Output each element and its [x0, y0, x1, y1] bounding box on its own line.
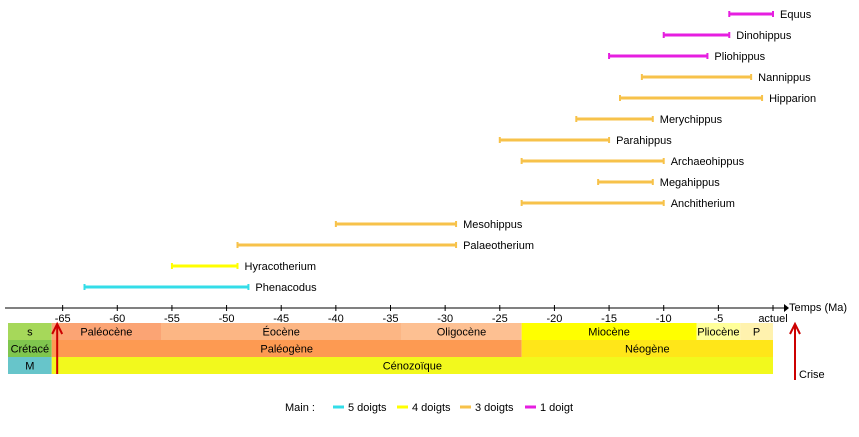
legend-item-label: 5 doigts: [348, 402, 387, 414]
axis-tick-label: -60: [109, 313, 125, 325]
strat-band: [521, 323, 697, 340]
genus-label: Anchitherium: [671, 198, 735, 210]
axis-title: Temps (Ma): [789, 302, 847, 314]
axis-tick-label: -40: [328, 313, 344, 325]
genus-label: Phenacodus: [255, 282, 317, 294]
axis-tick-label: -25: [492, 313, 508, 325]
stratigraphy-bands: s Paléocène Éocène Oligocène Miocène Pliocène…: [8, 323, 773, 374]
strat-band: [8, 357, 52, 374]
axis-tick-label: -45: [273, 313, 289, 325]
strat-band: [51, 357, 773, 374]
strat-label: Néogène: [625, 344, 670, 356]
strat-band: [401, 323, 522, 340]
axis-arrowhead: [784, 304, 789, 312]
strat-label: M: [25, 361, 34, 373]
strat-band: [8, 340, 52, 357]
genus-label: Merychippus: [660, 114, 723, 126]
strat-band: [8, 323, 52, 340]
legend-title: Main :: [285, 402, 315, 414]
strat-label: s: [27, 327, 33, 339]
genus-label: Archaeohippus: [671, 156, 745, 168]
time-axis: Temps (Ma) -65 -60 -55 -50 -45 -40 -35 -30 -25 -20…: [5, 302, 847, 325]
strat-band: [51, 323, 161, 340]
axis-tick-label: -30: [437, 313, 453, 325]
genus-bars-group: Equus Dinohippus Pliohippus Nannippus Hippar…: [83, 9, 816, 294]
strat-label: Oligocène: [437, 327, 487, 339]
strat-label: Paléogène: [260, 344, 313, 356]
crisis-arrowhead: [51, 321, 64, 335]
genus-label: Mesohippus: [463, 219, 523, 231]
genus-label: Palaeotherium: [463, 240, 534, 252]
crisis-markers: Crise: [51, 321, 825, 381]
strat-label: Crétacé: [11, 344, 50, 356]
strat-band: [521, 340, 773, 357]
genus-label: Parahippus: [616, 135, 672, 147]
strat-band: [51, 340, 522, 357]
strat-band: [740, 323, 773, 340]
genus-label: Pliohippus: [714, 51, 765, 63]
strat-band: [161, 323, 402, 340]
genus-label: Dinohippus: [736, 30, 792, 42]
axis-tick-label: -50: [219, 313, 235, 325]
strat-label: Cénozoïque: [383, 361, 442, 373]
axis-present-label: actuel: [758, 313, 787, 325]
legend-item-label: 1 doigt: [540, 402, 573, 414]
axis-tick-label: -20: [546, 313, 562, 325]
axis-tick-label: -55: [164, 313, 180, 325]
strat-label: Pliocène: [697, 327, 739, 339]
genus-label: Hipparion: [769, 93, 816, 105]
axis-tick-label: -15: [601, 313, 617, 325]
legend: Main : 5 doigts 4 doigts 3 doigts 1 doigt: [285, 402, 573, 414]
strat-label: P: [753, 327, 760, 339]
strat-label: Paléocène: [80, 327, 132, 339]
legend-item-label: 4 doigts: [412, 402, 451, 414]
genus-label: Equus: [780, 9, 812, 21]
crisis-label: Crise: [799, 369, 825, 381]
crisis-legend-arrowhead: [789, 321, 801, 335]
legend-item-label: 3 doigts: [475, 402, 514, 414]
genus-label: Megahippus: [660, 177, 720, 189]
axis-tick-label: -65: [55, 313, 71, 325]
axis-tick-label: -10: [656, 313, 672, 325]
axis-tick-label: -35: [383, 313, 399, 325]
genus-label: Hyracotherium: [245, 261, 317, 273]
genus-label: Nannippus: [758, 72, 811, 84]
axis-tick-label: -5: [713, 313, 723, 325]
strat-band: [696, 323, 741, 340]
strat-label: Miocène: [588, 327, 630, 339]
strat-label: Éocène: [263, 326, 300, 339]
